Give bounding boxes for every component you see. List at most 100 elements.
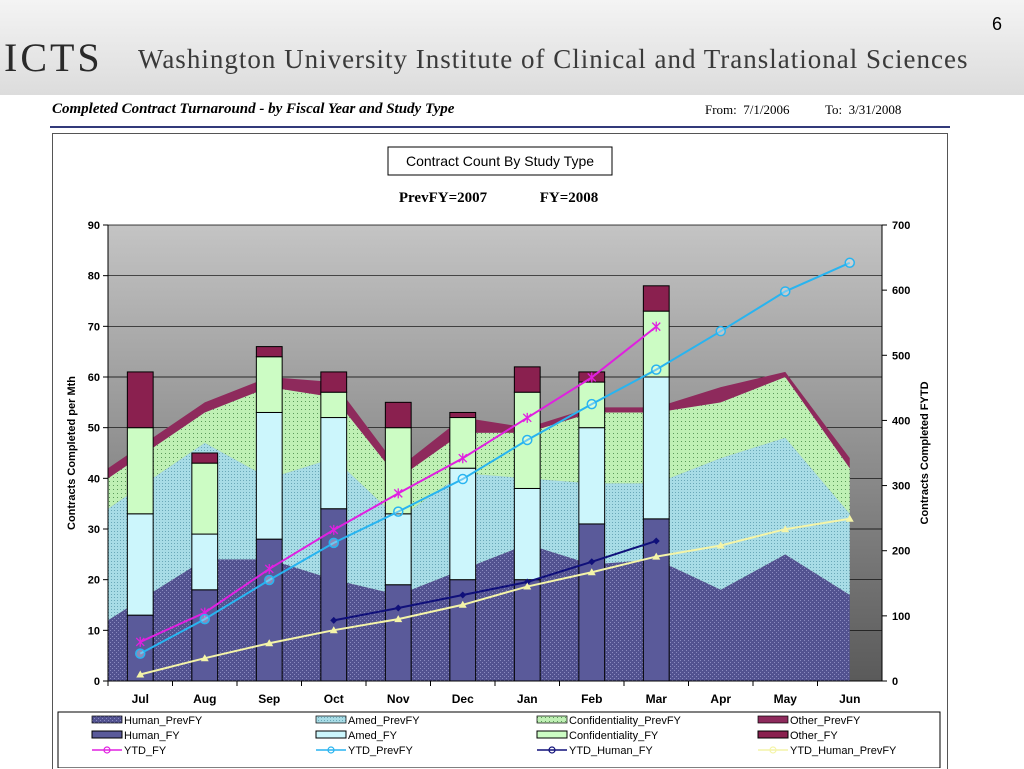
chart-title-box xyxy=(387,146,613,176)
bar-human-fy xyxy=(191,589,219,682)
legend-swatch xyxy=(91,730,123,739)
y-axis-label: Contracts Completed per Mth xyxy=(66,376,78,530)
bar-confidentiality-fy xyxy=(449,417,477,469)
legend-label: YTD_Human_PrevFY xyxy=(790,745,897,757)
y-tick-label: 80 xyxy=(88,271,100,283)
point-ytd-human-prevfy xyxy=(587,568,596,576)
bar-amed-fy xyxy=(255,411,283,540)
point-ytd-human-prevfy xyxy=(265,639,274,647)
point-ytd-human-fy xyxy=(588,558,596,566)
bar-amed-fy xyxy=(513,487,541,581)
chart-subtitle-fy: FY=2008 xyxy=(540,190,599,206)
legend-marker xyxy=(548,746,556,754)
chart-subtitle-prev: PrevFY=2007 xyxy=(399,190,488,206)
point-ytd-prevfy xyxy=(844,257,855,269)
x-tick-label: Aug xyxy=(193,692,216,706)
bar-other-fy xyxy=(191,452,219,464)
legend-label: Amed_FY xyxy=(348,730,398,742)
bar-other-fy xyxy=(513,366,541,393)
institution-name: Washington University Institute of Clini… xyxy=(138,44,969,74)
y2-axis-label: Contracts Completed FYTD xyxy=(919,381,931,524)
point-ytd-human-prevfy xyxy=(136,670,145,678)
y-tick-label: 20 xyxy=(88,575,100,587)
legend-swatch xyxy=(315,730,347,739)
x-tick-label: Feb xyxy=(581,692,602,706)
legend-label: Human_PrevFY xyxy=(124,715,203,727)
bar-other-fy xyxy=(320,371,348,393)
bar-amed-fy xyxy=(320,417,348,510)
x-tick-label: Dec xyxy=(452,692,474,706)
point-ytd-human-prevfy xyxy=(781,525,790,533)
to-label: To: xyxy=(825,102,843,117)
point-ytd-fy xyxy=(458,453,468,464)
from-date: From: 7/1/2006 xyxy=(705,102,790,118)
to-value: 3/31/2008 xyxy=(848,102,902,117)
point-ytd-prevfy xyxy=(586,398,597,410)
bar-amed-fy xyxy=(578,427,606,525)
point-ytd-fy xyxy=(135,636,145,647)
bar-confidentiality-fy xyxy=(191,462,219,535)
legend xyxy=(57,711,941,768)
legend-label: Other_PrevFY xyxy=(790,715,861,727)
x-tick-label: Nov xyxy=(387,692,410,706)
y2-tick-label: 200 xyxy=(892,546,910,558)
y-tick-label: 60 xyxy=(88,372,100,384)
point-ytd-prevfy xyxy=(135,648,146,659)
legend-label: Amed_PrevFY xyxy=(348,715,420,727)
legend-swatch xyxy=(757,715,789,724)
area-other-prevfy xyxy=(108,371,850,479)
to-date: To: 3/31/2008 xyxy=(825,102,901,118)
x-tick-label: Jan xyxy=(517,692,538,706)
y-tick-label: 30 xyxy=(88,524,100,536)
bar-amed-fy xyxy=(642,376,670,520)
bar-amed-fy xyxy=(449,467,477,581)
legend-label: YTD_Human_FY xyxy=(569,745,653,757)
point-ytd-fy xyxy=(329,524,339,535)
point-ytd-human-prevfy xyxy=(329,626,338,634)
x-tick-label: Sep xyxy=(258,692,280,706)
point-ytd-human-prevfy xyxy=(716,541,725,549)
title-rule xyxy=(50,126,950,128)
point-ytd-fy xyxy=(522,412,532,423)
from-value: 7/1/2006 xyxy=(743,102,790,117)
y-tick-label: 50 xyxy=(88,423,100,435)
bar-confidentiality-fy xyxy=(384,427,412,515)
point-ytd-prevfy xyxy=(457,473,468,485)
y2-tick-label: 400 xyxy=(892,415,910,427)
point-ytd-human-fy xyxy=(330,616,338,624)
chart-frame xyxy=(52,133,948,769)
bar-other-fy xyxy=(642,285,670,312)
icts-logo: ICTS xyxy=(4,35,103,80)
legend-label: Confidentiality_PrevFY xyxy=(569,715,682,727)
point-ytd-prevfy xyxy=(522,434,533,446)
point-ytd-fy xyxy=(264,563,274,574)
line-ytd-human-prevfy xyxy=(140,517,850,676)
bar-amed-fy xyxy=(384,513,412,586)
legend-label: Confidentiality_FY xyxy=(569,730,659,742)
point-ytd-prevfy xyxy=(264,574,275,586)
point-ytd-human-prevfy xyxy=(394,615,403,623)
legend-swatch xyxy=(757,730,789,739)
legend-swatch xyxy=(91,715,123,724)
y-tick-label: 90 xyxy=(88,220,100,232)
point-ytd-fy xyxy=(393,488,403,499)
bar-human-fy xyxy=(384,584,412,682)
legend-label: YTD_PrevFY xyxy=(348,745,413,757)
point-ytd-prevfy xyxy=(393,506,404,517)
bar-other-fy xyxy=(449,411,477,419)
bar-other-fy xyxy=(126,371,154,429)
x-tick-label: Jul xyxy=(132,692,149,706)
y2-tick-label: 700 xyxy=(892,220,910,232)
chart-title: Contract Count By Study Type xyxy=(406,153,594,169)
legend-marker xyxy=(769,746,777,754)
slide-header: 6 ICTS Washington University Institute o… xyxy=(0,0,1024,95)
point-ytd-human-prevfy xyxy=(200,654,209,662)
legend-swatch xyxy=(536,730,568,739)
bar-human-fy xyxy=(255,538,283,682)
legend-swatch xyxy=(315,715,347,724)
x-tick-label: Jun xyxy=(839,692,860,706)
bar-human-fy xyxy=(578,523,606,682)
point-ytd-human-prevfy xyxy=(523,582,532,590)
bar-human-fy xyxy=(320,508,348,682)
